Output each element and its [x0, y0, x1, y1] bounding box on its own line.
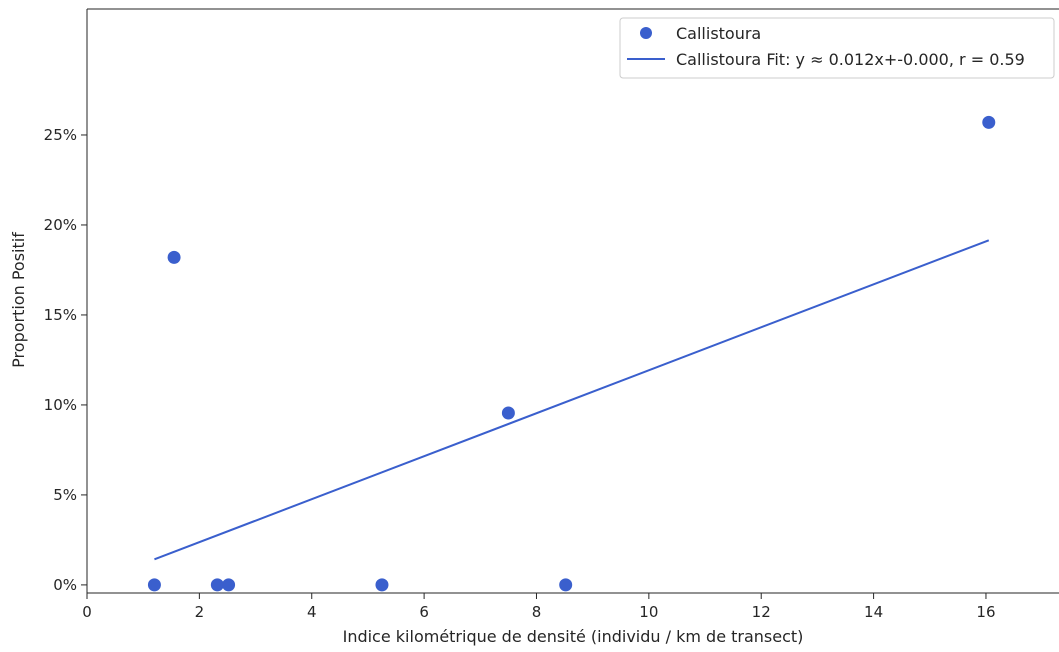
x-tick-label: 16 — [976, 603, 995, 621]
legend-box — [619, 17, 1055, 79]
y-tick-label: 5% — [53, 486, 77, 504]
data-point — [982, 115, 996, 129]
legend: Callistoura Callistoura Fit: y ≈ 0.012x+… — [619, 17, 1055, 79]
y-tick-label: 10% — [44, 396, 77, 414]
data-point — [501, 406, 515, 420]
x-axis-label: Indice kilométrique de densité (individu… — [343, 627, 804, 646]
x-tick-label: 2 — [195, 603, 205, 621]
data-point — [375, 578, 389, 592]
data-point — [559, 578, 573, 592]
plot-background — [87, 9, 1059, 593]
x-tick-label: 4 — [307, 603, 317, 621]
x-tick-label: 12 — [752, 603, 771, 621]
y-tick-label: 0% — [53, 576, 77, 594]
x-tick-label: 10 — [639, 603, 658, 621]
data-point — [222, 578, 236, 592]
x-tick-label: 8 — [532, 603, 542, 621]
legend-label-fit: Callistoura Fit: y ≈ 0.012x+-0.000, r = … — [676, 50, 1025, 69]
y-tick-label: 20% — [44, 216, 77, 234]
fit-line — [154, 239, 990, 561]
x-tick-label: 6 — [419, 603, 429, 621]
legend-marker-callistoura — [640, 27, 652, 39]
data-point — [147, 578, 161, 592]
data-point — [167, 250, 181, 264]
y-axis-label: Proportion Positif — [9, 232, 28, 368]
series-layer — [147, 115, 996, 592]
x-axis: 0 2 4 6 8 10 12 14 16 — [82, 593, 996, 621]
data-point — [210, 578, 224, 592]
y-axis: 0% 5% 10% 15% 20% 25% — [44, 126, 87, 594]
x-tick-label: 0 — [82, 603, 92, 621]
y-tick-label: 15% — [44, 306, 77, 324]
legend-label-callistoura: Callistoura — [676, 24, 761, 43]
y-tick-label: 25% — [44, 126, 77, 144]
x-tick-label: 14 — [864, 603, 883, 621]
